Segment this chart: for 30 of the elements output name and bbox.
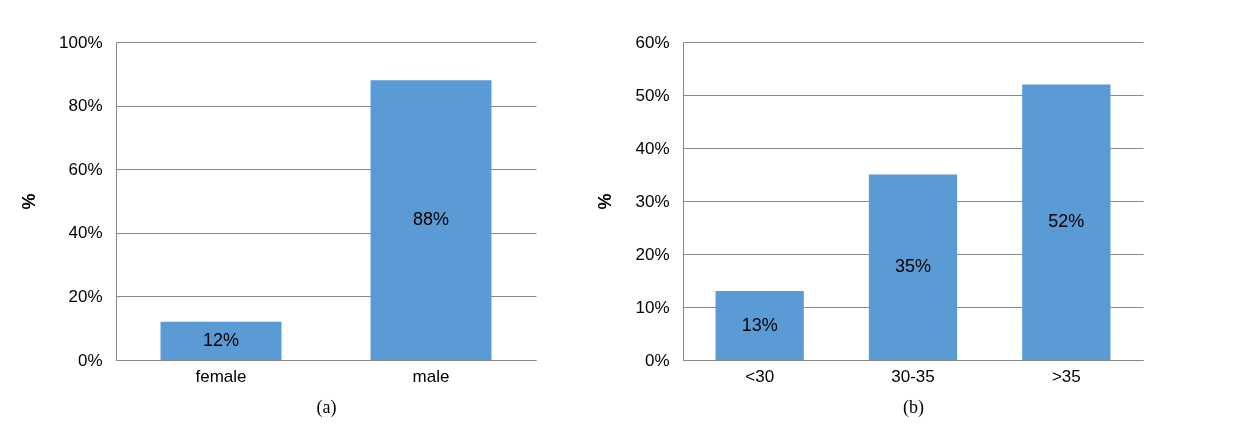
data-label: 52% [1048,211,1085,232]
data-label: 88% [412,209,450,230]
x-tick-label: female [195,366,247,386]
y-tick-label: 40% [635,138,670,158]
y-tick-label: 20% [68,286,103,306]
bar [715,291,804,360]
y-tick-label: 80% [68,96,103,116]
data-label: 35% [894,256,932,277]
data-label: 13% [741,314,778,335]
y-tick-label: 10% [635,297,670,317]
x-tick-label: >35 [1051,366,1081,386]
y-tick-label: 100% [59,32,103,52]
y-tick-label: 0% [644,350,670,370]
y-tick-label: 0% [77,350,103,370]
y-tick-label: 40% [68,223,103,243]
bar [868,174,958,360]
y-tick-label: 50% [635,85,670,105]
x-tick-label: <30 [745,366,775,386]
data-label: 12% [202,329,240,350]
x-tick-label: male [412,366,450,386]
y-tick-label: 60% [635,32,670,52]
y-tick-label: 20% [635,244,670,264]
x-tick-label: 30-35 [891,366,935,386]
y-tick-label: 60% [68,159,103,179]
bar [1022,84,1111,360]
x-axis-title: (b) [903,396,924,418]
x-axis-title: (a) [316,396,337,418]
y-tick-label: 30% [635,191,670,211]
y-axis-title: % [19,193,40,210]
y-axis-title: % [595,193,616,210]
